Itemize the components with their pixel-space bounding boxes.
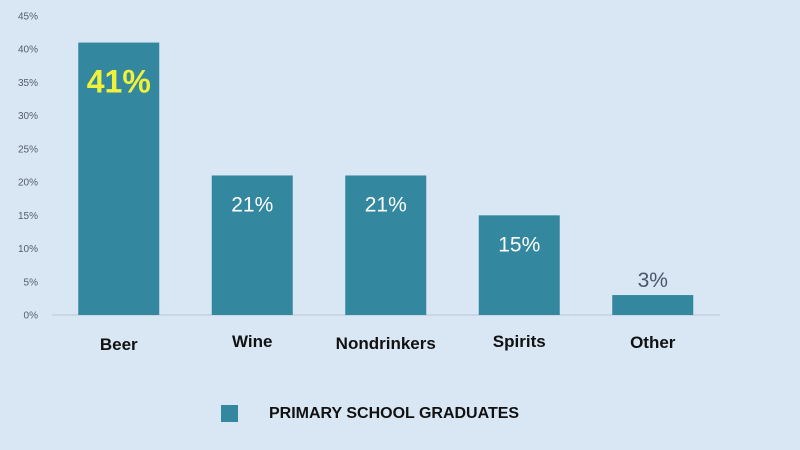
category-label: Nondrinkers	[336, 334, 436, 353]
bar-value-label: 15%	[498, 233, 540, 256]
y-tick-label: 5%	[24, 277, 39, 288]
bar-value-label: 3%	[638, 269, 668, 292]
y-tick-label: 20%	[18, 178, 38, 189]
bar	[478, 215, 560, 315]
y-tick-label: 15%	[18, 211, 38, 222]
bar	[78, 42, 160, 315]
y-tick-label: 10%	[18, 244, 38, 255]
category-label: Beer	[100, 335, 138, 354]
y-tick-label: 25%	[18, 144, 38, 155]
category-label: Spirits	[493, 332, 546, 351]
bars: 41% 21% 21% 15% 3%	[78, 42, 694, 315]
category-label: Other	[630, 333, 676, 352]
y-tick-label: 40%	[18, 45, 38, 56]
legend: PRIMARY SCHOOL GRADUATES	[221, 405, 519, 422]
bar	[211, 175, 293, 315]
y-axis: 0% 5% 10% 15% 20% 25% 30% 35% 40% 45%	[18, 12, 38, 322]
y-tick-label: 45%	[18, 12, 38, 23]
legend-label: PRIMARY SCHOOL GRADUATES	[269, 405, 519, 422]
y-tick-label: 0%	[24, 311, 39, 322]
y-tick-label: 35%	[18, 78, 38, 89]
category-label: Wine	[232, 332, 272, 351]
bar-value-label: 41%	[87, 64, 151, 100]
category-labels: Beer Wine Nondrinkers Spirits Other	[100, 332, 676, 354]
bar	[612, 295, 694, 315]
bar-value-label: 21%	[231, 193, 273, 216]
bar-value-label: 21%	[365, 193, 407, 216]
legend-swatch	[221, 405, 238, 422]
y-tick-label: 30%	[18, 111, 38, 122]
bar	[345, 175, 427, 315]
